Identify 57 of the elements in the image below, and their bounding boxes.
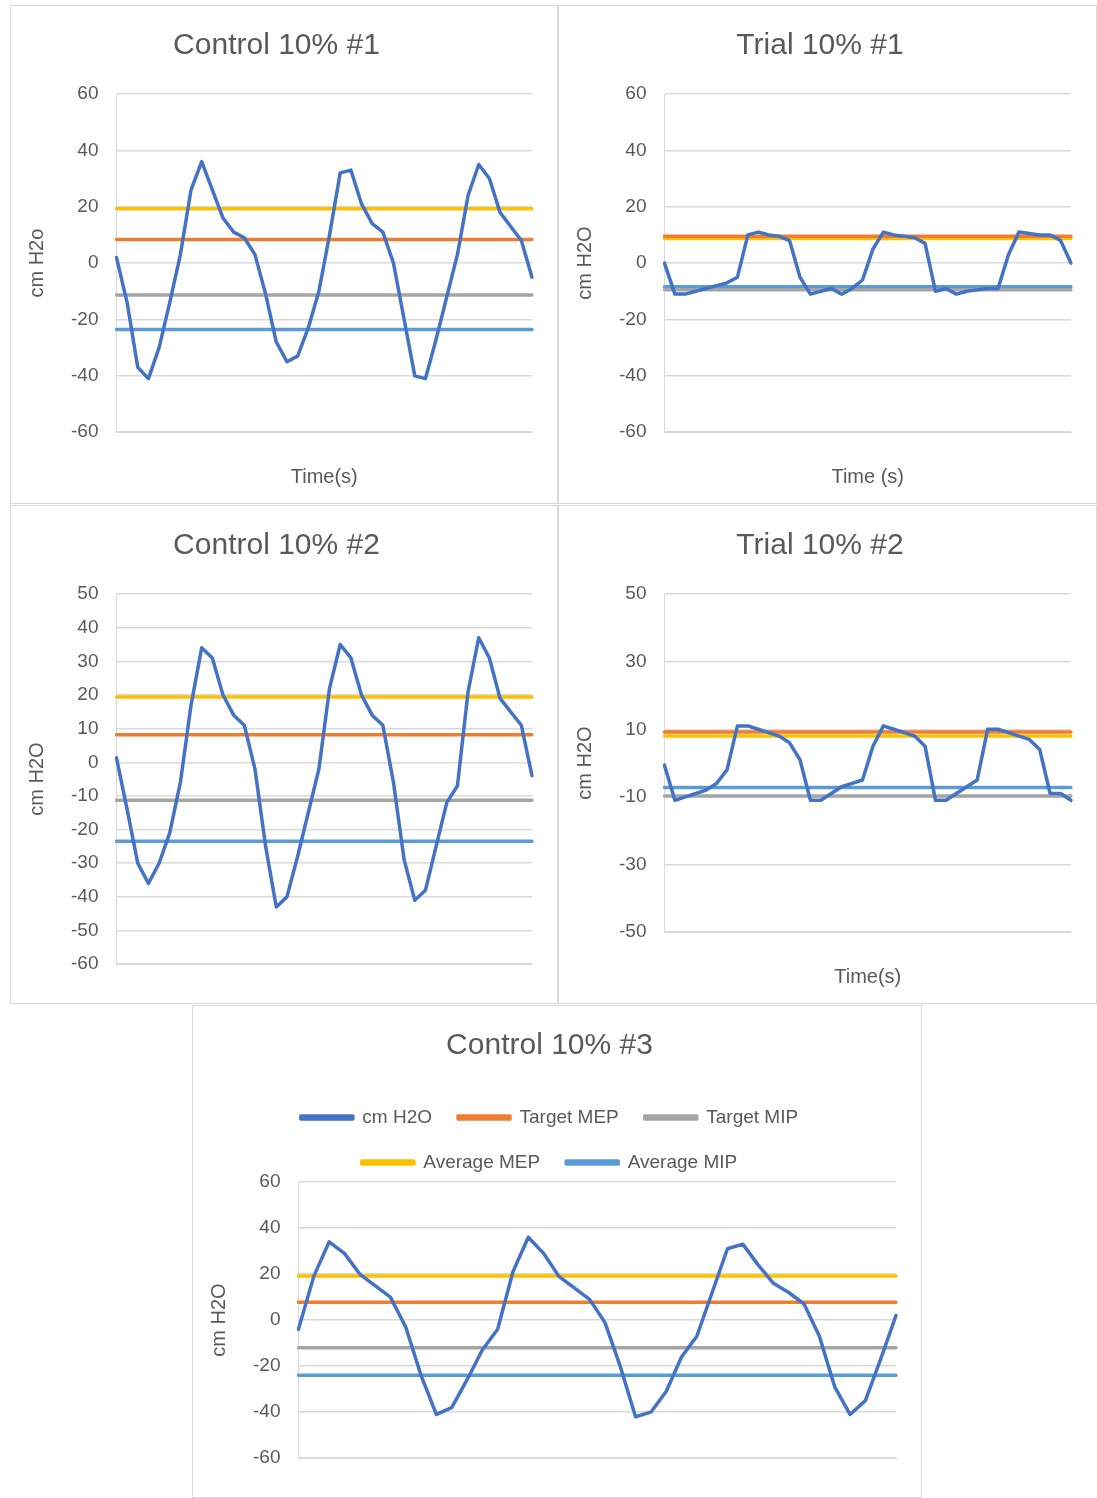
x-axis-title: Time(s) — [834, 964, 902, 987]
y-axis-title: cm H2O — [206, 1283, 229, 1357]
legend-label: cm H2O — [362, 1105, 433, 1127]
y-tick-label: 60 — [77, 82, 99, 104]
y-tick-label: -60 — [618, 420, 647, 442]
chart-title: Control 10% #1 — [173, 27, 380, 61]
y-tick-label: -10 — [618, 785, 647, 807]
y-axis-title: cm H2o — [24, 228, 47, 298]
chart-title: Control 10% #2 — [173, 527, 380, 561]
y-tick-label: -20 — [70, 817, 99, 839]
x-axis-title: Time (s) — [831, 464, 905, 487]
y-tick-label: 0 — [87, 251, 99, 273]
y-tick-label: 50 — [625, 582, 647, 604]
y-tick-label: 20 — [259, 1262, 281, 1284]
legend-label: Target MIP — [706, 1105, 799, 1127]
chart-title: Trial 10% #1 — [736, 27, 904, 61]
y-axis-title: cm H2O — [572, 226, 595, 300]
y-tick-label: 0 — [87, 750, 99, 772]
y-tick-label: 60 — [625, 82, 647, 104]
y-tick-label: -60 — [252, 1446, 281, 1468]
legend-label: Average MIP — [627, 1150, 738, 1172]
y-tick-label: 0 — [635, 251, 647, 273]
y-tick-label: 30 — [77, 649, 99, 671]
chart-title: Trial 10% #2 — [736, 527, 904, 561]
y-tick-label: 40 — [77, 138, 99, 160]
y-tick-label: 30 — [625, 649, 647, 671]
y-tick-label: 60 — [259, 1170, 281, 1192]
y-tick-label: 10 — [625, 717, 647, 739]
y-tick-label: -20 — [618, 307, 647, 329]
chart-title: Control 10% #3 — [446, 1027, 653, 1061]
y-tick-label: 40 — [259, 1216, 281, 1238]
y-tick-label: -40 — [618, 364, 647, 386]
y-tick-label: 40 — [625, 138, 647, 160]
legend-label: Average MEP — [423, 1150, 541, 1172]
y-tick-label: -20 — [70, 307, 99, 329]
y-axis-title: cm H2O — [24, 742, 47, 816]
y-tick-label: 10 — [77, 716, 99, 738]
y-tick-label: -30 — [618, 852, 647, 874]
y-tick-label: -20 — [252, 1354, 281, 1376]
y-tick-label: -30 — [70, 851, 99, 873]
y-tick-label: 50 — [77, 582, 99, 604]
y-tick-label: -10 — [70, 784, 99, 806]
y-tick-label: 20 — [77, 683, 99, 705]
y-tick-label: -50 — [70, 918, 99, 940]
y-tick-label: 20 — [625, 194, 647, 216]
y-axis-title: cm H2O — [572, 726, 595, 800]
legend-label: Target MEP — [519, 1105, 619, 1127]
x-axis-title: Time(s) — [290, 464, 358, 487]
y-tick-label: 0 — [269, 1308, 281, 1330]
y-tick-label: 40 — [77, 615, 99, 637]
y-tick-label: 20 — [77, 194, 99, 216]
y-tick-label: -40 — [70, 364, 99, 386]
y-tick-label: -50 — [618, 920, 647, 942]
y-tick-label: -60 — [70, 952, 99, 974]
y-tick-label: -40 — [70, 885, 99, 907]
y-tick-label: -40 — [252, 1400, 281, 1422]
y-tick-label: -60 — [70, 420, 99, 442]
